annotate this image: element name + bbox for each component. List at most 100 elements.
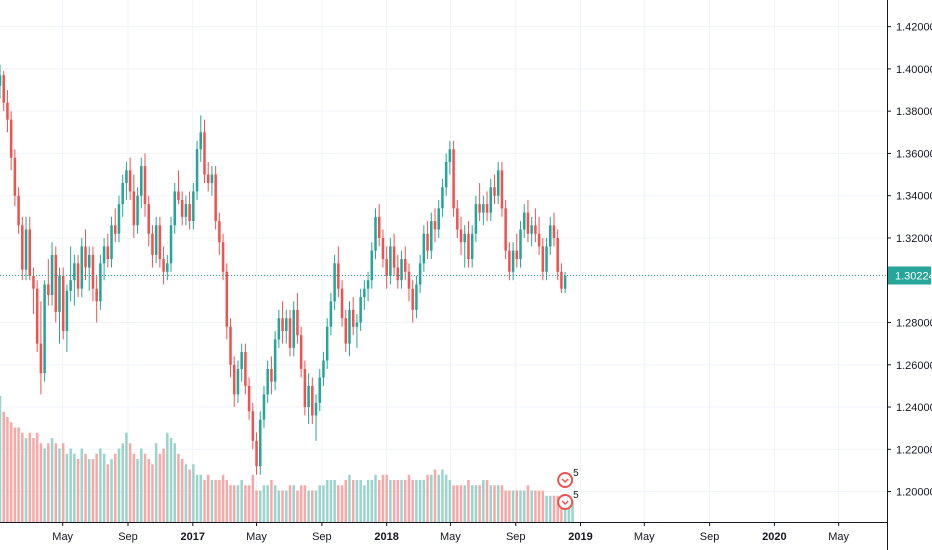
candle-body — [50, 254, 54, 296]
event-marker-count: 5 — [573, 468, 579, 479]
candle-body — [474, 204, 478, 234]
event-marker[interactable]: 5 — [557, 468, 579, 488]
volume-bar — [426, 474, 429, 522]
candle-body — [277, 318, 281, 340]
candle-body — [504, 208, 507, 251]
volume-bar — [381, 474, 385, 522]
candle-body — [430, 221, 433, 251]
volume-bar — [456, 485, 459, 522]
volume-bar — [303, 485, 307, 522]
candle-body — [61, 276, 65, 331]
candle-body — [39, 343, 43, 374]
volume-bar — [173, 443, 177, 522]
x-tick-label: 2017 — [181, 531, 205, 543]
volume-bar — [496, 485, 500, 522]
candle-body — [147, 204, 150, 234]
candle-body — [355, 322, 359, 327]
candle-body — [485, 204, 489, 213]
volume-bar — [355, 480, 359, 522]
volume-bar — [95, 453, 98, 522]
candle-body — [448, 149, 452, 162]
volume-bar — [285, 490, 288, 522]
volume-bar — [192, 464, 195, 522]
candle-body — [366, 280, 370, 289]
volume-bar — [448, 480, 452, 522]
x-tick-label: May — [52, 531, 73, 543]
volume-bar — [545, 495, 548, 522]
candle-body — [240, 352, 243, 369]
last-price-badge — [888, 266, 931, 285]
x-tick-label: Sep — [118, 531, 138, 543]
volume-bar — [17, 427, 20, 522]
candle-body — [325, 326, 329, 361]
x-tick-label: May — [440, 531, 461, 543]
candle-body — [337, 263, 340, 289]
candle-body — [43, 284, 46, 374]
volume-bar — [403, 480, 407, 522]
candle-body — [247, 385, 251, 412]
volume-bar — [348, 474, 351, 522]
x-tick-label: May — [246, 531, 267, 543]
candle-body — [169, 225, 173, 264]
volume-bar — [370, 480, 374, 522]
y-tick-label: 1.24000 — [896, 402, 932, 414]
volume-bar — [154, 443, 158, 522]
candle-body — [113, 225, 117, 234]
candle-body — [329, 301, 333, 327]
candle-body — [348, 309, 351, 344]
candle-body — [158, 225, 162, 260]
volume-bar — [470, 485, 474, 522]
volume-bar — [214, 480, 217, 522]
volume-bar — [110, 459, 113, 522]
volume-bar — [288, 485, 292, 522]
candle-body — [470, 233, 474, 260]
candle-body — [478, 204, 481, 213]
candle-body — [17, 195, 20, 226]
candle-body — [377, 216, 381, 238]
volume-bar — [467, 480, 470, 522]
candle-body — [28, 229, 32, 277]
candle-body — [333, 263, 336, 302]
candle-body — [121, 183, 124, 205]
volume-bar — [21, 432, 24, 522]
candle-body — [0, 75, 2, 86]
volume-bar — [311, 490, 314, 522]
volume-bar — [351, 480, 355, 522]
volume-bar — [102, 453, 106, 522]
candle-body — [140, 166, 143, 196]
volume-bar — [266, 485, 269, 522]
candle-body — [6, 102, 9, 120]
x-tick-label: Sep — [506, 531, 526, 543]
volume-bar — [537, 490, 541, 522]
candle-body — [203, 132, 206, 175]
volume-bar — [218, 480, 221, 522]
volume-bar — [526, 485, 530, 522]
volume-bar — [296, 490, 299, 522]
volume-bar — [307, 490, 310, 522]
candle-body — [560, 271, 563, 289]
volume-bar — [125, 432, 128, 522]
candle-body — [143, 166, 147, 205]
volume-bar — [225, 480, 229, 522]
volume-bar — [206, 474, 210, 522]
candle-body — [128, 170, 132, 192]
candle-body — [177, 191, 180, 200]
event-marker[interactable]: 5 — [557, 490, 579, 510]
candle-body — [73, 263, 76, 281]
candle-body — [192, 191, 195, 222]
candle-body — [307, 385, 310, 408]
volume-bar — [128, 443, 132, 522]
volume-bar — [180, 459, 184, 522]
volume-bar — [221, 474, 225, 522]
candle-body — [392, 246, 396, 268]
candle-body — [411, 288, 414, 310]
event-markers[interactable]: 55 — [557, 468, 579, 510]
volume-bar — [522, 490, 526, 522]
candle-body — [537, 233, 541, 247]
volume-bar — [530, 490, 533, 522]
candle-body — [500, 170, 504, 209]
volume-bar — [106, 464, 110, 522]
candle-body — [541, 246, 545, 272]
